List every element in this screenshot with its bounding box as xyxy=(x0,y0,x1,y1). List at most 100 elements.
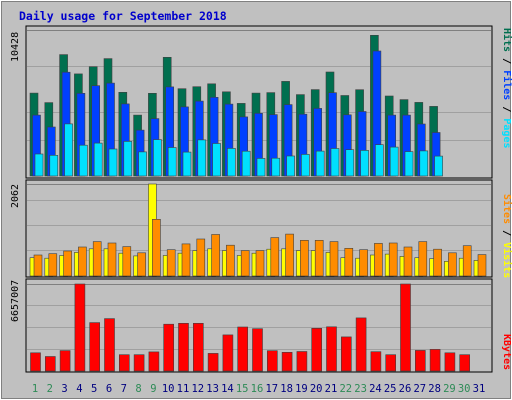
day-label: 19 xyxy=(295,383,308,395)
kbytes-bar xyxy=(178,322,189,372)
pages-bar xyxy=(360,150,369,177)
day-label: 2 xyxy=(47,383,53,395)
kbytes-bar xyxy=(444,352,456,372)
day-label: 6 xyxy=(106,383,112,395)
day-label: 26 xyxy=(399,383,412,395)
sites-ytick-label: 2062 xyxy=(10,184,21,208)
sites-bar xyxy=(152,219,161,277)
kbytes-bar xyxy=(237,326,248,372)
kbytes-ytick-label: 6657007 xyxy=(10,280,21,322)
sites-bar xyxy=(240,250,250,277)
sites-bar xyxy=(137,252,146,277)
day-label: 31 xyxy=(473,383,486,395)
sites-bar xyxy=(433,248,442,277)
pages-bar xyxy=(49,155,59,177)
kbytes-bar xyxy=(222,334,234,372)
sites-bar xyxy=(359,249,368,277)
kbytes-bar xyxy=(296,351,308,372)
pages-bar xyxy=(434,155,443,177)
pages-bar xyxy=(404,151,414,177)
kbytes-bar xyxy=(30,352,41,372)
pages-bar xyxy=(64,123,73,177)
sites-bar xyxy=(300,240,309,277)
pages-bar xyxy=(315,150,325,177)
kbytes-bar xyxy=(193,322,204,372)
legend-pages: Pages xyxy=(501,118,512,148)
pages-bar xyxy=(256,158,266,177)
sites-bar xyxy=(344,248,354,277)
sites-bar xyxy=(285,233,294,277)
pages-bar xyxy=(212,143,221,177)
day-label: 28 xyxy=(428,383,441,395)
pages-bar xyxy=(123,141,133,177)
day-axis-labels: 1 2 3 4 5 6 7 8 9 10 11 12 13 14 15 16 17 18 19 20 21 22 23 24 2… xyxy=(32,383,485,395)
kbytes-bar xyxy=(266,350,278,372)
sites-bar xyxy=(78,246,87,277)
hits-files-pages-legend: Hits / Files / Pages xyxy=(501,28,512,149)
day-label: 4 xyxy=(76,383,82,395)
sites-visits-legend: Sites / Visits xyxy=(501,194,512,278)
kbytes-bar xyxy=(340,336,352,372)
day-label: 17 xyxy=(265,383,278,395)
sites-bar xyxy=(166,249,176,277)
day-label: 9 xyxy=(150,383,156,395)
day-label: 14 xyxy=(221,383,234,395)
pages-bar xyxy=(93,142,103,177)
kbytes-bar xyxy=(429,349,441,372)
day-label: 18 xyxy=(280,383,293,395)
kbytes-bar xyxy=(104,318,115,372)
day-label: 16 xyxy=(251,383,264,395)
kbytes-bar xyxy=(74,283,86,372)
kbytes-bar xyxy=(281,351,293,372)
kbytes-bar xyxy=(355,317,367,372)
kbytes-bar xyxy=(89,322,100,372)
kbytes-bar xyxy=(133,354,145,372)
chart-marks xyxy=(27,30,491,372)
day-label: 27 xyxy=(413,383,426,395)
legend-sep-3: / xyxy=(501,230,512,236)
sites-bar xyxy=(314,240,324,277)
kbytes-bar xyxy=(119,354,130,372)
pages-bar xyxy=(389,146,399,177)
sites-bar xyxy=(374,243,383,277)
day-label: 25 xyxy=(384,383,397,395)
legend-sep-1: / xyxy=(501,58,512,64)
pages-bar xyxy=(227,148,236,177)
sites-bar xyxy=(33,254,43,277)
kbytes-bar xyxy=(459,354,471,372)
kbytes-bar xyxy=(207,353,219,372)
sites-bar xyxy=(403,246,413,277)
legend-files: Files xyxy=(501,70,512,100)
day-label: 12 xyxy=(191,383,204,395)
pages-bar xyxy=(153,139,162,177)
sites-bar xyxy=(63,250,72,277)
day-label: 24 xyxy=(369,383,382,395)
pages-bar xyxy=(241,150,251,177)
day-label: 1 xyxy=(32,383,38,395)
pages-bar xyxy=(34,153,44,177)
sites-bar xyxy=(329,241,339,277)
pages-bar xyxy=(197,139,207,177)
sites-bar xyxy=(255,250,265,277)
sites-bar xyxy=(462,245,472,277)
kbytes-bar xyxy=(385,354,397,372)
pages-bar xyxy=(419,150,429,177)
kbytes-bar xyxy=(44,356,56,372)
sites-bar xyxy=(388,242,398,277)
day-label: 29 xyxy=(443,383,456,395)
pages-bar xyxy=(108,148,118,177)
sites-bar xyxy=(418,241,428,277)
day-label: 22 xyxy=(339,383,352,395)
pages-bar xyxy=(301,154,310,177)
kbytes-bar xyxy=(148,351,160,372)
kbytes-bar xyxy=(252,328,263,372)
pages-bar xyxy=(167,147,177,177)
day-label: 10 xyxy=(162,383,175,395)
day-label: 5 xyxy=(91,383,97,395)
pages-bar xyxy=(375,144,384,177)
pages-bar xyxy=(271,157,281,177)
kbytes-bar xyxy=(370,351,382,372)
pages-bar xyxy=(79,144,88,177)
kbytes-bar xyxy=(311,327,323,372)
